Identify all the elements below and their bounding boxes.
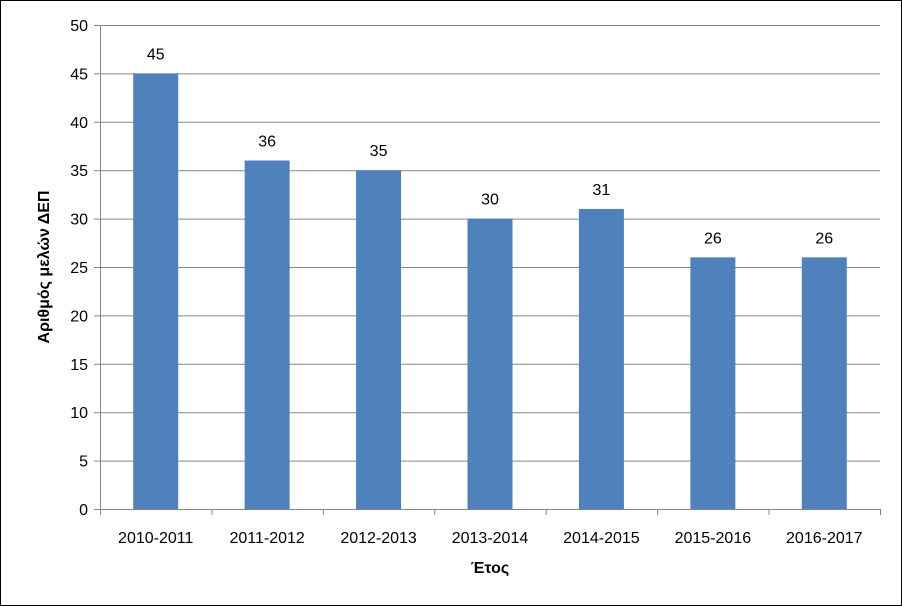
x-tick-label: 2014-2015	[563, 530, 640, 547]
x-axis-title: Έτος	[471, 560, 509, 577]
y-tick-label: 15	[70, 357, 88, 374]
bar-2011-2012	[244, 160, 290, 509]
y-tick-label: 45	[70, 66, 88, 83]
y-tick-label: 20	[70, 308, 88, 325]
bar-2016-2017	[801, 257, 847, 509]
y-tick-label: 25	[70, 260, 88, 277]
x-tick-label: 2016-2017	[786, 530, 863, 547]
bar-2014-2015	[578, 208, 624, 510]
x-tick-label: 2015-2016	[675, 530, 752, 547]
y-tick-label: 30	[70, 212, 88, 229]
data-label: 35	[370, 143, 388, 160]
y-tick-label: 40	[70, 115, 88, 132]
x-tick-label: 2013-2014	[452, 530, 529, 547]
x-tick-label: 2012-2013	[340, 530, 417, 547]
data-label: 26	[815, 230, 833, 247]
y-tick-labels: 0 5 10 15 20 25 30 35 40 45 50	[70, 18, 88, 519]
data-label: 36	[258, 134, 276, 151]
bar-2015-2016	[690, 257, 736, 509]
x-tick-label: 2010-2011	[118, 530, 193, 547]
bar-2012-2013	[356, 170, 402, 509]
y-tick-label: 50	[70, 18, 88, 35]
y-tick-label: 5	[79, 454, 88, 471]
y-tick-label: 10	[70, 405, 88, 422]
y-axis-title: Αριθμός μελών ΔΕΠ	[36, 191, 53, 344]
data-label: 30	[481, 192, 499, 209]
axes	[94, 25, 881, 515]
bar-2013-2014	[467, 218, 513, 509]
data-labels: 45 36 35 30 31 26 26	[147, 46, 833, 247]
bar-2010-2011	[133, 73, 179, 510]
data-label: 45	[147, 46, 165, 63]
data-label: 26	[704, 230, 722, 247]
x-tick-labels: 2010-2011 2011-2012 2012-2013 2013-2014 2014…	[118, 530, 863, 547]
y-tick-label: 0	[79, 502, 88, 519]
x-tick-label: 2011-2012	[229, 530, 304, 547]
data-label: 31	[593, 182, 611, 199]
y-tick-label: 35	[70, 163, 88, 180]
bars	[133, 73, 847, 510]
